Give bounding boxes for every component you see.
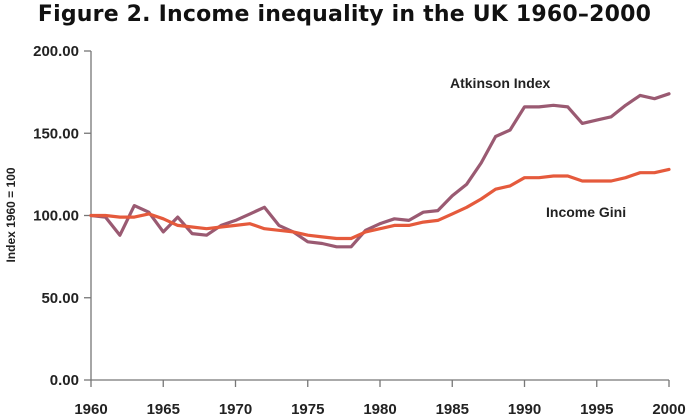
y-axis-title: Index 1960 = 100	[4, 167, 18, 262]
series-line-atkinson-index	[89, 92, 671, 249]
series-line-income-gini	[89, 167, 671, 241]
x-tick-label: 1960	[74, 401, 107, 418]
x-tick-label: 1995	[580, 401, 613, 418]
y-axis-ticks: 0.00 50.00 100.00 150.00 200.00	[33, 43, 91, 389]
x-axis-ticks: 1960 1965 1970 1975 1980 1985 1990 1995 2000	[74, 380, 686, 418]
y-tick-label: 200.00	[33, 43, 79, 60]
x-tick-label: 1980	[363, 401, 396, 418]
x-tick-label: 1975	[291, 401, 324, 418]
x-tick-label: 1970	[219, 401, 252, 418]
chart-title: Figure 2. Income inequality in the UK 19…	[37, 2, 652, 27]
x-tick-label: 2000	[652, 401, 685, 418]
x-tick-label: 1985	[436, 401, 469, 418]
series-lines	[89, 92, 671, 249]
series-label-gini: Income Gini	[546, 204, 626, 220]
y-tick-label: 100.00	[33, 208, 79, 225]
y-tick-label: 50.00	[41, 290, 79, 307]
y-tick-label: 150.00	[33, 125, 79, 142]
x-tick-label: 1990	[508, 401, 541, 418]
x-tick-label: 1965	[147, 401, 180, 418]
y-tick-label: 0.00	[50, 372, 79, 389]
series-label-atkinson: Atkinson Index	[450, 75, 551, 91]
